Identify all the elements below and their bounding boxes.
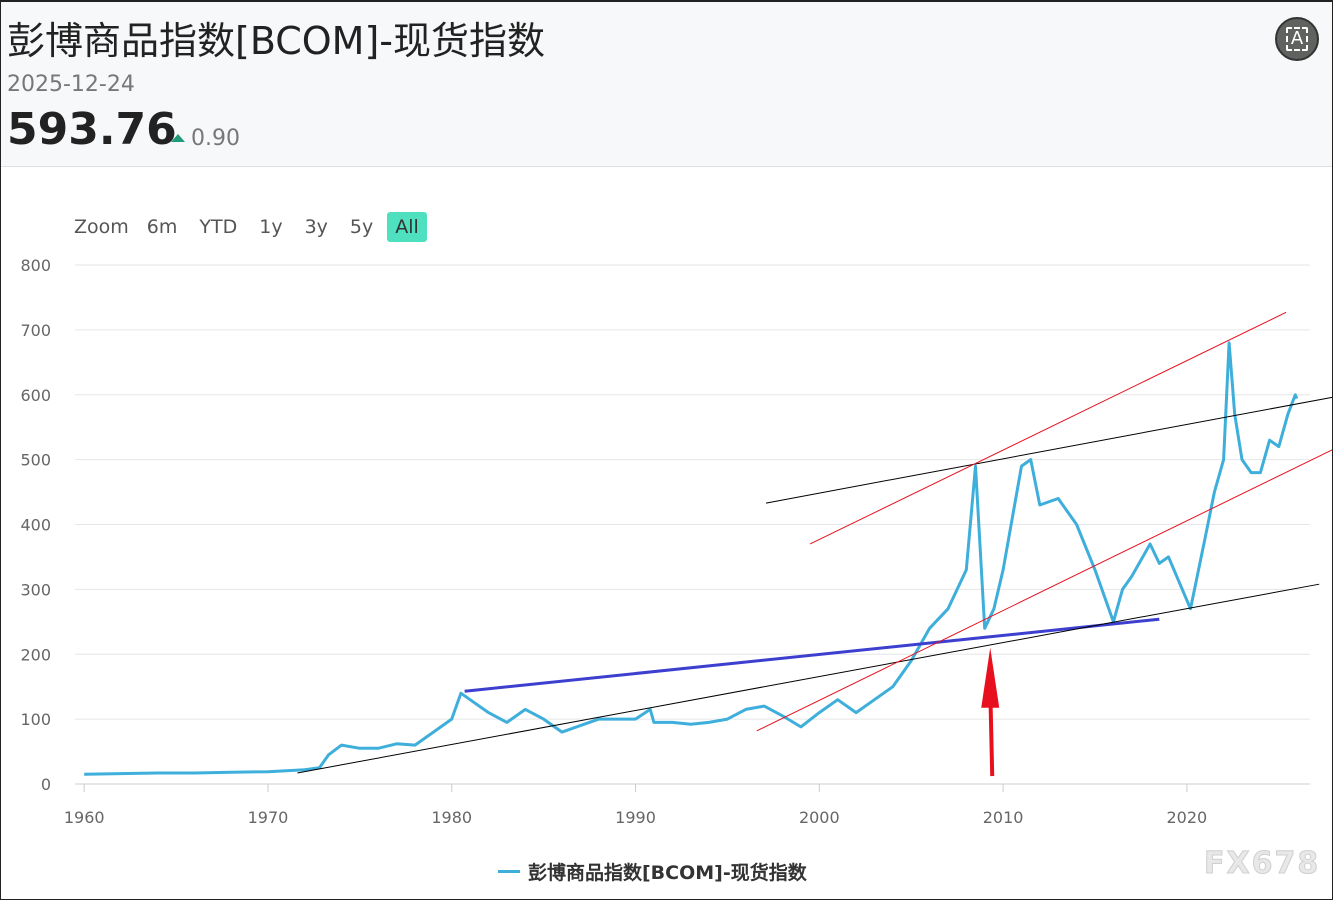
- series-line: [84, 343, 1297, 774]
- x-tick-label: 2020: [1167, 808, 1208, 827]
- trend-line: [465, 619, 1160, 691]
- legend-item[interactable]: 彭博商品指数[BCOM]-现货指数: [498, 858, 807, 885]
- arrow-head: [981, 648, 999, 708]
- x-tick-label: 2000: [799, 808, 840, 827]
- y-tick-label: 300: [20, 580, 51, 599]
- trend-line: [297, 584, 1319, 773]
- legend-swatch: [498, 870, 520, 873]
- x-tick-label: 2010: [983, 808, 1024, 827]
- x-tick-label: 1980: [431, 808, 472, 827]
- y-tick-label: 400: [20, 516, 51, 535]
- y-tick-label: 0: [41, 775, 51, 794]
- trend-line: [757, 450, 1332, 731]
- y-tick-label: 500: [20, 451, 51, 470]
- trend-line: [810, 312, 1286, 544]
- y-tick-label: 100: [20, 710, 51, 729]
- y-tick-label: 600: [20, 386, 51, 405]
- y-tick-label: 800: [20, 256, 51, 275]
- x-tick-label: 1960: [64, 808, 105, 827]
- y-tick-label: 200: [20, 645, 51, 664]
- x-tick-label: 1970: [248, 808, 289, 827]
- watermark: FX678: [1204, 846, 1320, 881]
- legend-label: 彭博商品指数[BCOM]-现货指数: [528, 858, 807, 885]
- x-tick-label: 1990: [615, 808, 656, 827]
- trend-line: [766, 397, 1332, 503]
- y-tick-label: 700: [20, 321, 51, 340]
